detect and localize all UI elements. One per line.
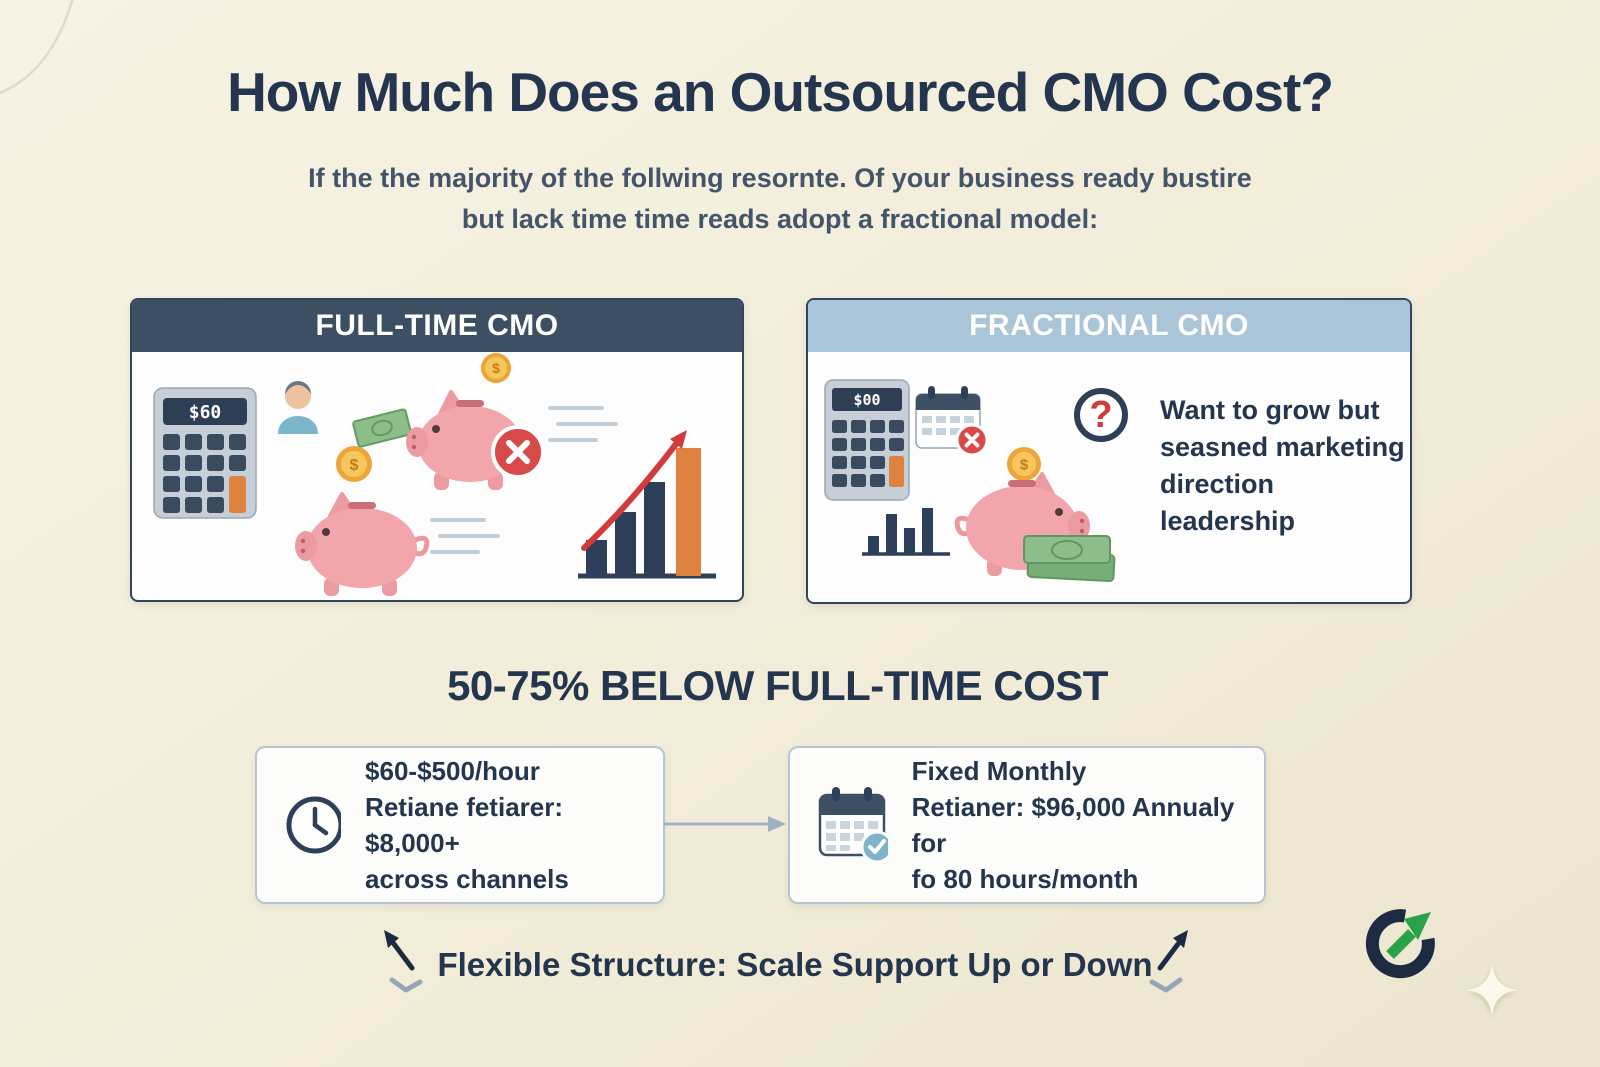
fulltime-cmo-card: FULL-TIME CMO $60 [130, 298, 744, 602]
calculator-icon: $60 [153, 387, 257, 519]
dollar-bill-icon [352, 408, 412, 448]
fractional-note: Want to grow but seasned marketing direc… [1160, 392, 1410, 540]
subtitle: If the the majority of the follwing reso… [0, 158, 1560, 240]
monthly-line3: fo 80 hours/month [911, 864, 1139, 894]
scale-arrows-left-icon [384, 930, 423, 993]
fractional-note-line1: Want to grow but [1160, 395, 1380, 425]
monthly-pricing-text: Fixed Monthly Retianer: $96,000 Annualy … [912, 753, 1238, 897]
subtitle-line1: If the the majority of the follwing reso… [308, 163, 1252, 193]
fractional-cmo-header: FRACTIONAL CMO [808, 300, 1410, 352]
svg-text:$00: $00 [853, 391, 880, 409]
mini-bar-chart-icon [862, 508, 950, 556]
monthly-line2: Retianer: $96,000 Annualy for [911, 792, 1235, 858]
svg-text:$: $ [492, 360, 500, 376]
growth-chart-icon [578, 430, 716, 579]
question-mark-icon: ? [1074, 388, 1128, 442]
clock-icon [286, 796, 342, 854]
question-mark-glyph: ? [1089, 394, 1113, 436]
fractional-note-line2: seasned marketing [1160, 432, 1405, 462]
sparkle-icon [1466, 964, 1518, 1016]
red-x-icon [491, 425, 545, 479]
coin-icon: $ [1007, 447, 1041, 481]
footer-tagline: Flexible Structure: Scale Support Up or … [437, 946, 1153, 983]
fulltime-cmo-body: $60 [132, 352, 742, 600]
fractional-cmo-card: FRACTIONAL CMO $00 [806, 298, 1412, 604]
brand-logo-icon [1365, 909, 1435, 979]
fulltime-cmo-header: FULL-TIME CMO [132, 300, 742, 352]
svg-text:$: $ [1020, 457, 1029, 474]
fractional-cmo-body: $00 [808, 352, 1410, 602]
coin-icon: $ [481, 353, 511, 383]
svg-text:$: $ [350, 457, 359, 474]
subtitle-line2: but lack time time reads adopt a fractio… [461, 204, 1099, 234]
coin-icon: $ [336, 446, 372, 482]
hourly-line3: across channels [365, 864, 569, 894]
calendar-check-icon [818, 787, 888, 864]
monthly-line1: Fixed Monthly [911, 756, 1087, 786]
fractional-note-line3: direction leadership [1160, 469, 1296, 536]
fractional-cmo-illustration: $00 [824, 379, 1116, 583]
speed-lines [430, 406, 618, 554]
svg-text:$60: $60 [189, 402, 222, 423]
piggy-bank-icon [295, 492, 430, 596]
hourly-line1: $60-$500/hour [365, 756, 540, 786]
monthly-pricing-box: Fixed Monthly Retianer: $96,000 Annualy … [788, 746, 1266, 904]
scale-arrows-right-icon [1149, 930, 1188, 993]
hourly-pricing-text: $60-$500/hour Retiane fetiarer: $8,000+ … [365, 753, 637, 897]
money-bills-icon [1023, 535, 1116, 583]
flow-arrow-icon [664, 816, 786, 832]
person-icon [278, 381, 318, 434]
savings-heading: 50-75% BELOW FULL-TIME COST [447, 662, 1108, 709]
hourly-pricing-box: $60-$500/hour Retiane fetiarer: $8,000+ … [255, 746, 665, 904]
calendar-x-icon [915, 386, 989, 457]
corner-curve-decoration [0, 0, 74, 95]
page-title: How Much Does an Outsourced CMO Cost? [227, 61, 1334, 123]
fulltime-cmo-illustration: $60 [153, 353, 716, 596]
hourly-line2: Retiane fetiarer: $8,000+ [365, 792, 564, 858]
calculator-icon: $00 [824, 379, 910, 501]
